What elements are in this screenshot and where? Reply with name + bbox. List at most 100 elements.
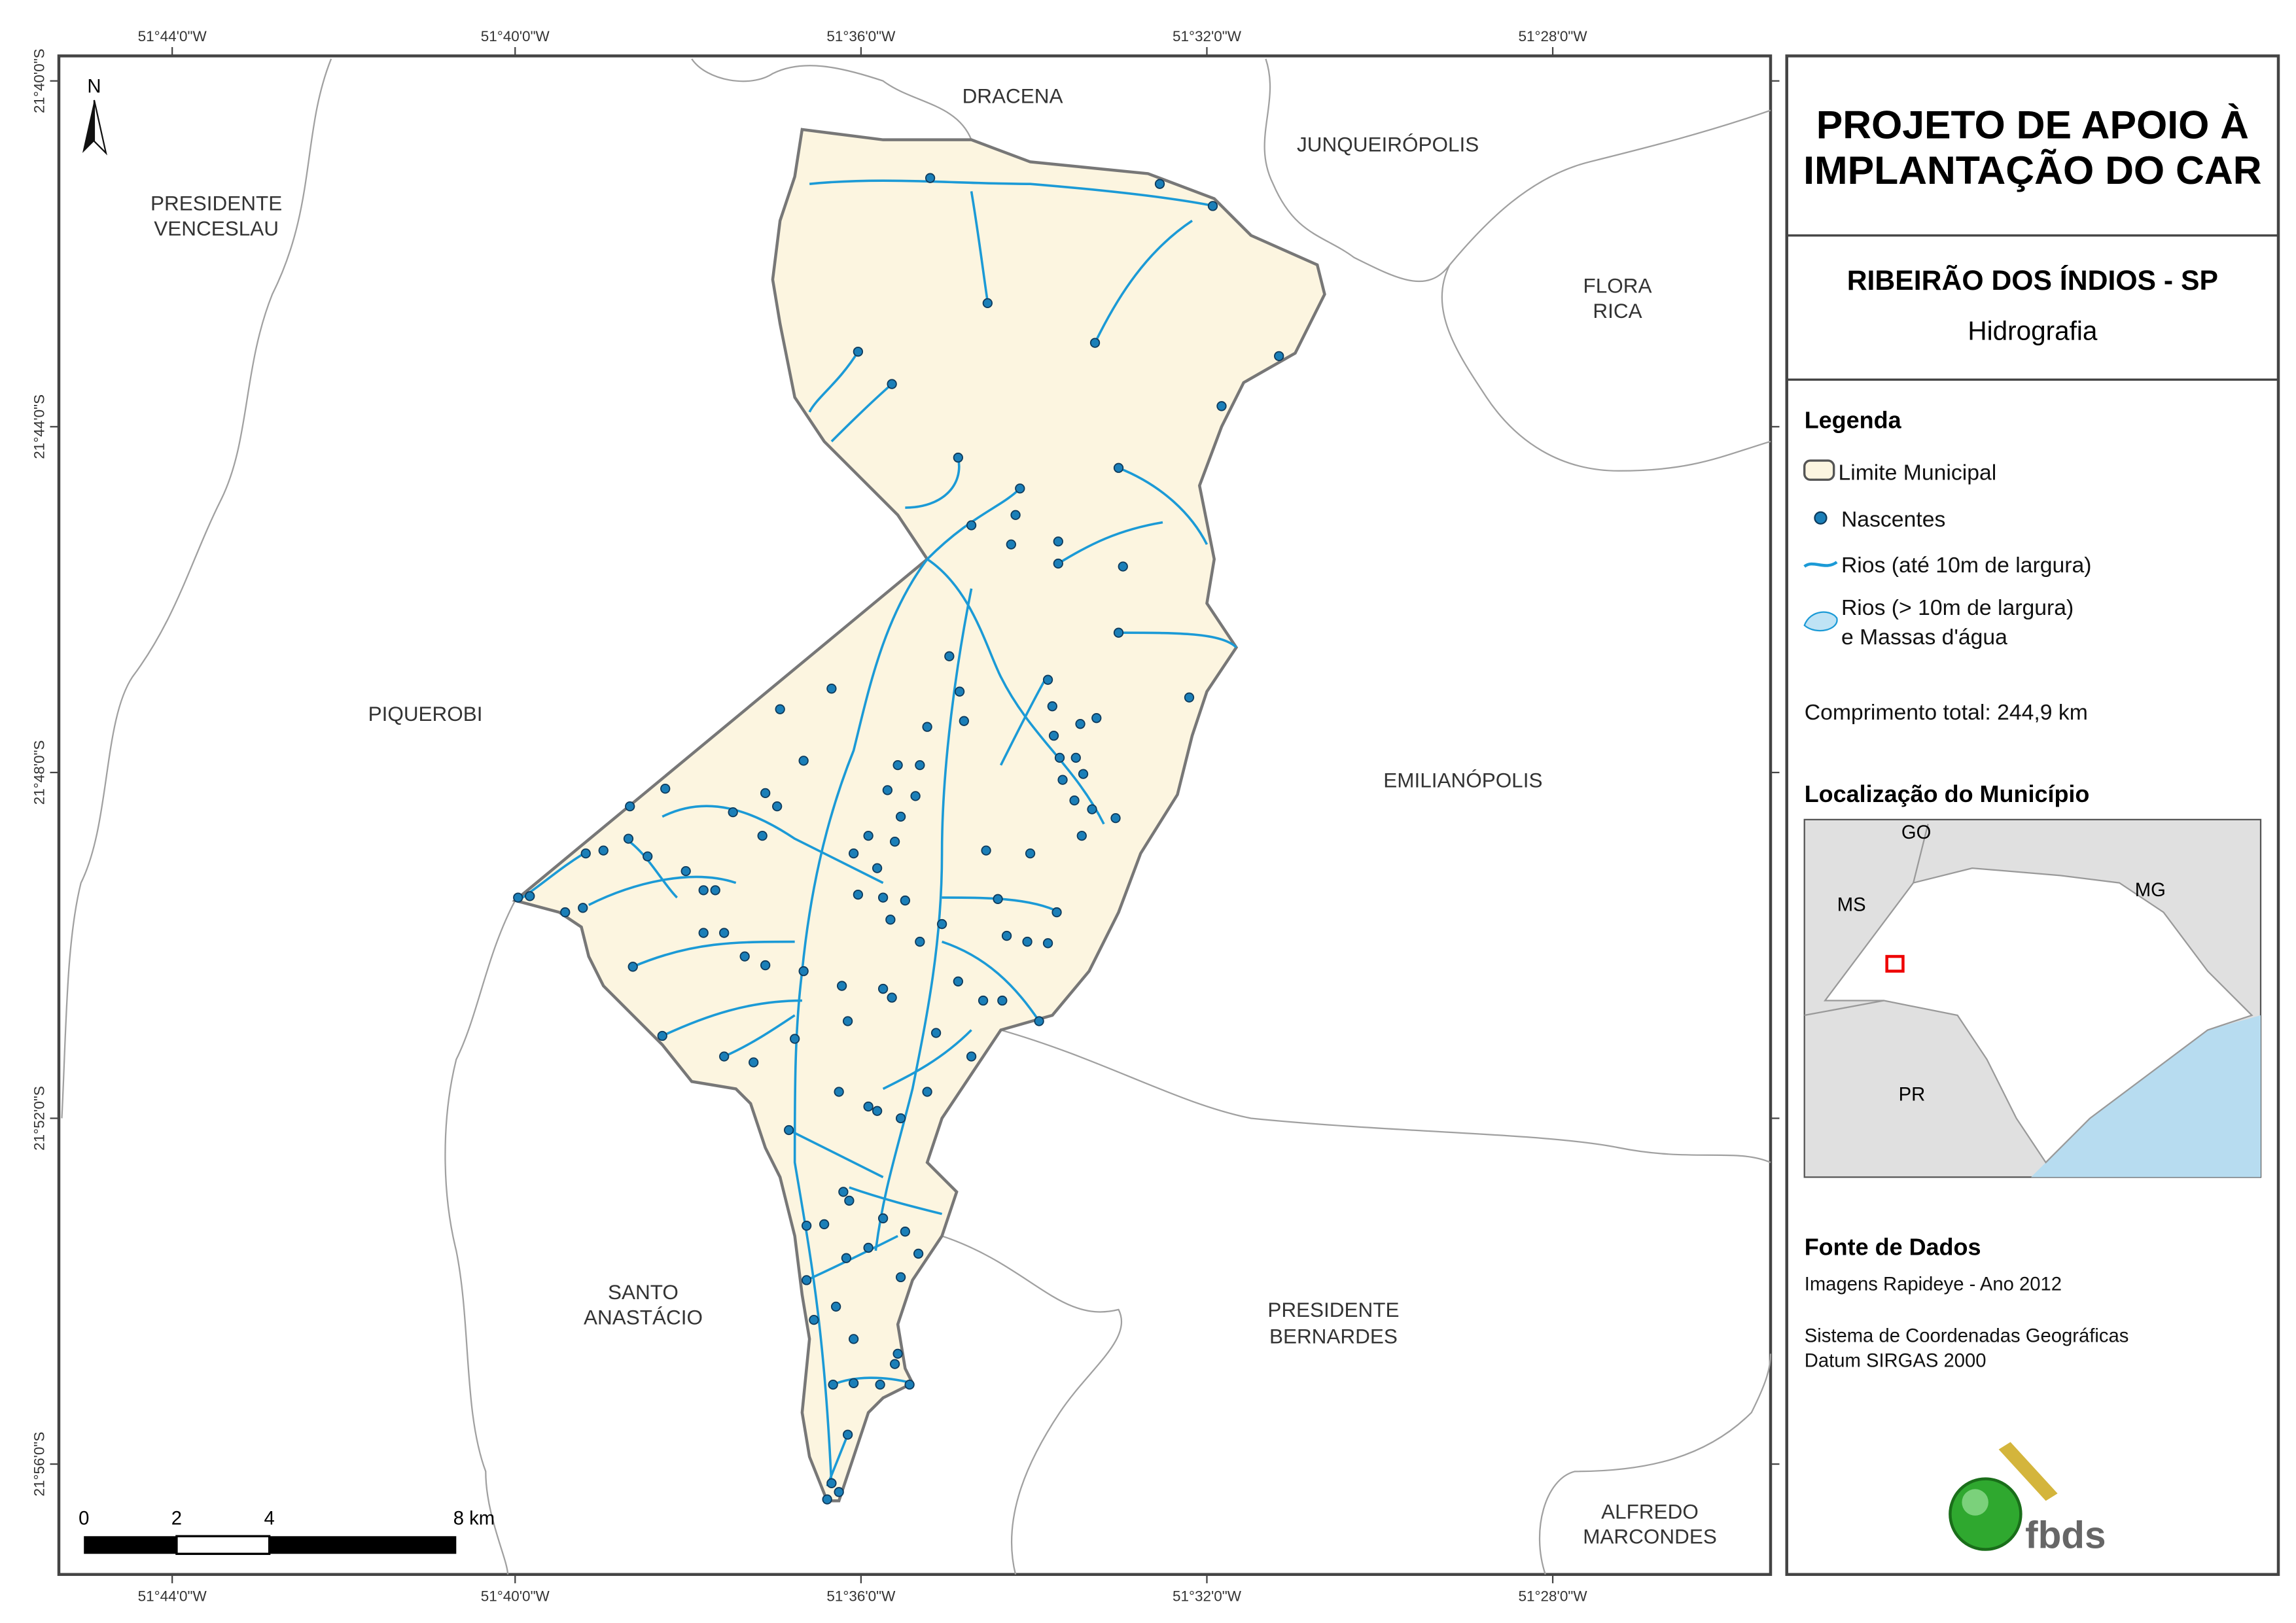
spring bbox=[1025, 848, 1036, 859]
inset-marker bbox=[1885, 954, 1905, 973]
spring bbox=[560, 907, 571, 918]
spring bbox=[885, 915, 896, 925]
side-panel: PROJETO DE APOIO À IMPLANTAÇÃO DO CAR RI… bbox=[1785, 54, 2280, 1577]
spring bbox=[657, 1030, 667, 1041]
river bbox=[788, 1128, 943, 1282]
neighbor-label: BERNARDES bbox=[1269, 1325, 1398, 1348]
spring bbox=[1042, 938, 1053, 949]
legend-swatch bbox=[1803, 611, 1838, 632]
spring bbox=[580, 848, 591, 859]
logo-bar bbox=[1998, 1442, 2058, 1501]
spring bbox=[915, 759, 925, 771]
logo-text: fbds bbox=[2025, 1514, 2106, 1556]
river bbox=[1093, 219, 1193, 343]
spring bbox=[875, 1379, 885, 1390]
longitude-label: 51°36'0"W bbox=[826, 1588, 896, 1604]
spring bbox=[1075, 719, 1086, 729]
spring bbox=[1110, 812, 1121, 824]
spring bbox=[1022, 936, 1033, 947]
spring bbox=[1089, 338, 1101, 348]
spring bbox=[760, 788, 771, 799]
river bbox=[882, 896, 1061, 1091]
neighbor-label: FLORA bbox=[1583, 274, 1652, 298]
river bbox=[1057, 466, 1209, 565]
boundary-line bbox=[942, 1235, 1123, 1575]
spring bbox=[954, 686, 965, 697]
spring bbox=[822, 1494, 832, 1505]
neighbor-label: VENCESLAU bbox=[154, 217, 279, 240]
scale-label: 8 km bbox=[453, 1508, 495, 1529]
scale-label: 2 bbox=[171, 1508, 182, 1529]
spring bbox=[625, 801, 635, 812]
spring bbox=[1113, 462, 1124, 473]
rivers bbox=[517, 179, 1237, 1487]
spring bbox=[719, 928, 730, 938]
spring bbox=[997, 995, 1008, 1006]
neighbor-label: ALFREDO bbox=[1601, 1499, 1699, 1523]
neighbor-label: ANASTÁCIO bbox=[584, 1305, 703, 1329]
scale-segment bbox=[84, 1536, 177, 1554]
spring bbox=[798, 756, 809, 766]
boundary-line bbox=[1263, 58, 1451, 283]
river bbox=[809, 179, 1215, 207]
spring bbox=[1069, 795, 1080, 806]
longitude-label: 51°44'0"W bbox=[138, 1588, 207, 1604]
spring bbox=[627, 962, 638, 972]
spring bbox=[1070, 752, 1081, 763]
spring bbox=[623, 833, 634, 844]
spring bbox=[802, 1221, 812, 1231]
inset-state bbox=[1823, 867, 2253, 1164]
spring bbox=[844, 1195, 855, 1206]
longitude-label: 51°44'0"W bbox=[138, 28, 207, 44]
scale-segment bbox=[269, 1536, 457, 1554]
spring bbox=[660, 783, 671, 794]
longitude-label: 51°40'0"W bbox=[481, 28, 550, 44]
boundary-line bbox=[1441, 109, 1771, 472]
spring bbox=[798, 966, 809, 977]
spring bbox=[1087, 804, 1097, 814]
spring bbox=[895, 811, 906, 822]
scale-label: 4 bbox=[264, 1508, 274, 1529]
spring bbox=[877, 1213, 889, 1224]
spring bbox=[757, 830, 768, 841]
spring bbox=[1076, 830, 1087, 841]
inset-label: MS bbox=[1837, 894, 1866, 915]
legend-swatch bbox=[1803, 561, 1838, 568]
latitude-label: 21°48'0"S bbox=[31, 740, 47, 805]
scale-bar: 0 2 4 8 km bbox=[79, 1508, 495, 1555]
longitude-label: 51°32'0"W bbox=[1173, 1588, 1242, 1604]
logo-circle bbox=[1949, 1477, 2022, 1551]
location-heading: Localização do Município bbox=[1805, 780, 2090, 807]
spring bbox=[739, 951, 750, 962]
spring bbox=[978, 995, 989, 1006]
spring bbox=[1113, 627, 1124, 638]
spring bbox=[1091, 713, 1102, 724]
spring bbox=[877, 892, 889, 903]
spring bbox=[1154, 179, 1165, 189]
spring bbox=[772, 801, 783, 812]
inset-label: MG bbox=[2135, 880, 2166, 901]
spring bbox=[1057, 775, 1068, 785]
spring bbox=[830, 1301, 841, 1312]
spring bbox=[1054, 752, 1065, 763]
spring bbox=[680, 865, 691, 877]
spring bbox=[1051, 907, 1062, 918]
spring bbox=[887, 379, 897, 389]
spring bbox=[802, 1275, 812, 1285]
spring bbox=[936, 918, 947, 930]
spring bbox=[889, 836, 900, 847]
spring bbox=[1053, 536, 1063, 547]
spring bbox=[863, 1242, 874, 1253]
river bbox=[632, 940, 802, 1058]
spring bbox=[826, 684, 837, 694]
spring bbox=[784, 1125, 794, 1136]
spring bbox=[982, 298, 993, 309]
spring bbox=[925, 173, 936, 183]
subtitle: RIBEIRÃO DOS ÍNDIOS - SP bbox=[1847, 265, 2218, 296]
legend-heading: Legenda bbox=[1805, 407, 1902, 434]
spring bbox=[922, 1087, 932, 1097]
legend-label: Rios (> 10m de largura) bbox=[1841, 595, 2074, 620]
inset-border bbox=[1804, 824, 1929, 1017]
spring bbox=[1034, 1016, 1044, 1026]
spring bbox=[790, 1034, 800, 1044]
